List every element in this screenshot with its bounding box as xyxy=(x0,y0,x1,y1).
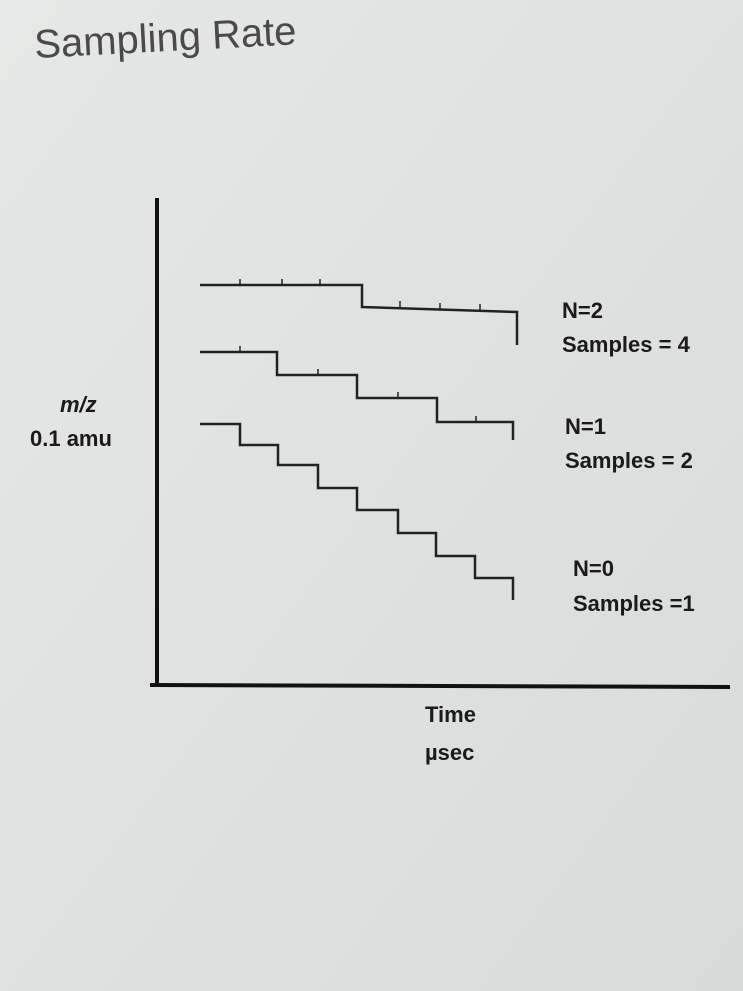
sample-ticks-n1 xyxy=(239,346,477,422)
step-curve-n2 xyxy=(200,283,519,345)
curve-label: Samples = 4 xyxy=(562,332,691,357)
sample-ticks-n2 xyxy=(239,279,481,311)
step-curve-n0 xyxy=(200,422,515,600)
curve-label: N=0 xyxy=(573,556,614,581)
curve-label: N=1 xyxy=(565,414,606,439)
curve-label: Samples =1 xyxy=(573,591,695,616)
x-axis-label: Time xyxy=(425,702,476,727)
step-curve-n1 xyxy=(200,350,515,440)
x-axis-label: µsec xyxy=(425,740,474,765)
y-axis-label: m/z xyxy=(60,392,97,417)
x-axis xyxy=(149,683,731,689)
curve-label: Samples = 2 xyxy=(565,448,693,473)
curve-label: N=2 xyxy=(562,298,603,323)
y-axis-label: 0.1 amu xyxy=(30,426,112,451)
